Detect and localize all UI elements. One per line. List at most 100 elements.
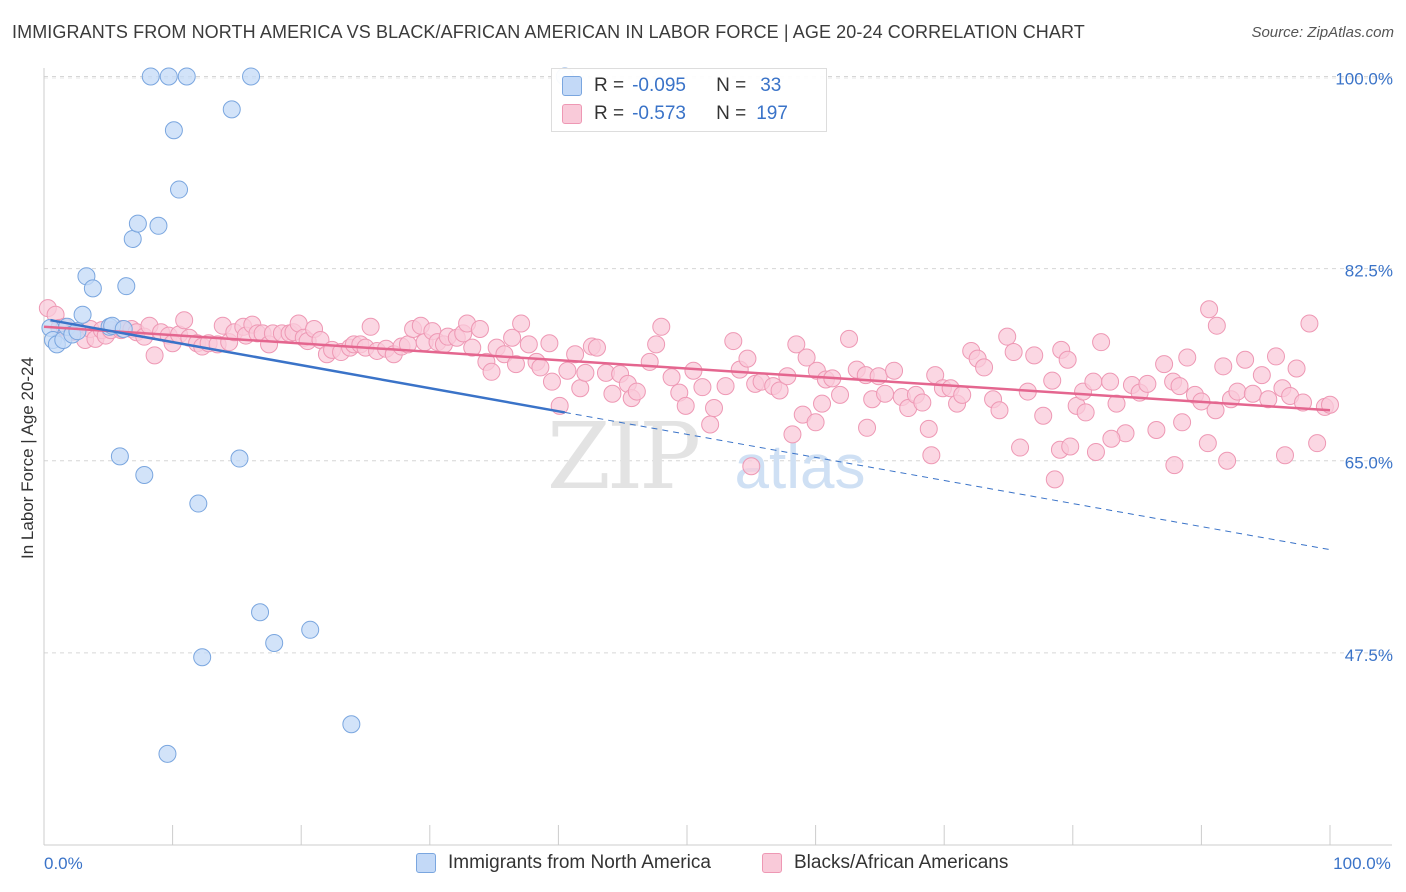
data-point-black: [1173, 413, 1192, 432]
data-point-black: [1293, 393, 1312, 412]
data-point-immigrant: [189, 494, 208, 513]
data-point-black: [1243, 384, 1262, 403]
data-point-black: [603, 384, 622, 403]
data-point-immigrant: [83, 279, 102, 298]
y-axis-label: In Labor Force | Age 20-24: [18, 357, 37, 559]
data-point-immigrant: [149, 216, 168, 235]
data-point-black: [1228, 382, 1247, 401]
x-tick-label: 100.0%: [1333, 854, 1391, 873]
data-point-black: [503, 328, 522, 347]
data-point-black: [858, 418, 877, 437]
axes: [43, 68, 1392, 846]
data-point-black: [652, 317, 671, 336]
data-point-immigrant: [73, 305, 92, 324]
bottom-legend: Immigrants from North America Blacks/Afr…: [0, 850, 1406, 878]
series-immigrants-north-america: [41, 67, 574, 763]
data-point-black: [705, 399, 724, 418]
legend-item-immigrants[interactable]: Immigrants from North America: [416, 852, 711, 874]
data-point-black: [676, 396, 695, 415]
data-point-black: [1266, 347, 1285, 366]
data-point-black: [1300, 314, 1319, 333]
data-point-black: [1086, 442, 1105, 461]
data-point-immigrant: [159, 67, 178, 86]
n-label: N =: [716, 103, 747, 124]
data-point-black: [806, 413, 825, 432]
data-point-immigrant: [177, 67, 196, 86]
r-label: R =: [594, 103, 625, 124]
data-point-black: [1045, 470, 1064, 489]
data-point-immigrant: [141, 67, 160, 86]
trend-lines: [43, 318, 1331, 551]
data-point-black: [876, 384, 895, 403]
data-point-black: [1092, 333, 1111, 352]
data-point-black: [885, 361, 904, 380]
data-point-black: [566, 345, 585, 364]
data-point-black: [922, 446, 941, 465]
data-point-black: [175, 311, 194, 330]
watermark-zip: ZIP: [547, 403, 698, 510]
data-point-black: [463, 338, 482, 357]
pink-swatch: [562, 104, 582, 124]
data-point-black: [1076, 403, 1095, 422]
trend-line-black: [43, 325, 1331, 412]
data-point-black: [470, 319, 489, 338]
data-point-black: [512, 314, 531, 333]
data-point-black: [1004, 343, 1023, 362]
legend-item-blacks[interactable]: Blacks/African Americans: [762, 852, 1008, 874]
data-point-black: [1287, 359, 1306, 378]
data-point-black: [627, 382, 646, 401]
data-point-black: [1165, 456, 1184, 475]
data-point-black: [519, 335, 538, 354]
data-point-black: [495, 345, 514, 364]
r-label: R =: [594, 75, 625, 96]
data-point-immigrant: [164, 121, 183, 140]
data-point-black: [724, 332, 743, 351]
data-point-black: [1101, 372, 1120, 391]
data-point-immigrant: [110, 447, 129, 466]
data-point-black: [738, 349, 757, 368]
data-point-immigrant: [265, 633, 284, 652]
data-point-black: [540, 334, 559, 353]
data-point-black: [571, 379, 590, 398]
data-point-black: [558, 361, 577, 380]
data-point-black: [1025, 346, 1044, 365]
data-point-black: [361, 317, 380, 336]
data-point-black: [1102, 429, 1121, 448]
data-point-immigrant: [242, 67, 261, 86]
data-point-black: [797, 348, 816, 367]
data-point-black: [770, 381, 789, 400]
data-point-black: [1155, 355, 1174, 374]
data-point-black: [1084, 372, 1103, 391]
data-point-black: [1207, 316, 1226, 335]
data-point-black: [1236, 350, 1255, 369]
y-tick-label: 82.5%: [1345, 262, 1393, 281]
correlation-row-blue: R = -0.095 N = 33: [552, 73, 781, 99]
data-point-black: [840, 329, 859, 348]
data-point-black: [1170, 377, 1189, 396]
data-point-immigrant: [128, 214, 147, 233]
data-point-black: [542, 372, 561, 391]
data-point-black: [742, 457, 761, 476]
data-point-black: [1200, 300, 1219, 319]
legend-swatch-blue: [416, 853, 436, 873]
data-point-immigrant: [158, 744, 177, 763]
legend-label: Blacks/African Americans: [794, 852, 1009, 873]
data-point-immigrant: [170, 180, 189, 199]
data-point-black: [919, 419, 938, 438]
data-point-black: [1252, 366, 1271, 385]
data-point-immigrant: [222, 100, 241, 119]
data-point-black: [787, 335, 806, 354]
data-point-black: [701, 415, 720, 434]
data-point-immigrant: [230, 449, 249, 468]
data-point-black: [1034, 406, 1053, 425]
watermark: ZIP atlas: [547, 403, 866, 510]
data-point-black: [813, 394, 832, 413]
data-point-black: [684, 361, 703, 380]
data-point-immigrant: [117, 277, 136, 296]
y-tick-label: 100.0%: [1335, 69, 1393, 88]
data-point-black: [1178, 348, 1197, 367]
data-point-black: [1218, 451, 1237, 470]
data-point-black: [783, 425, 802, 444]
data-point-black: [913, 393, 932, 412]
